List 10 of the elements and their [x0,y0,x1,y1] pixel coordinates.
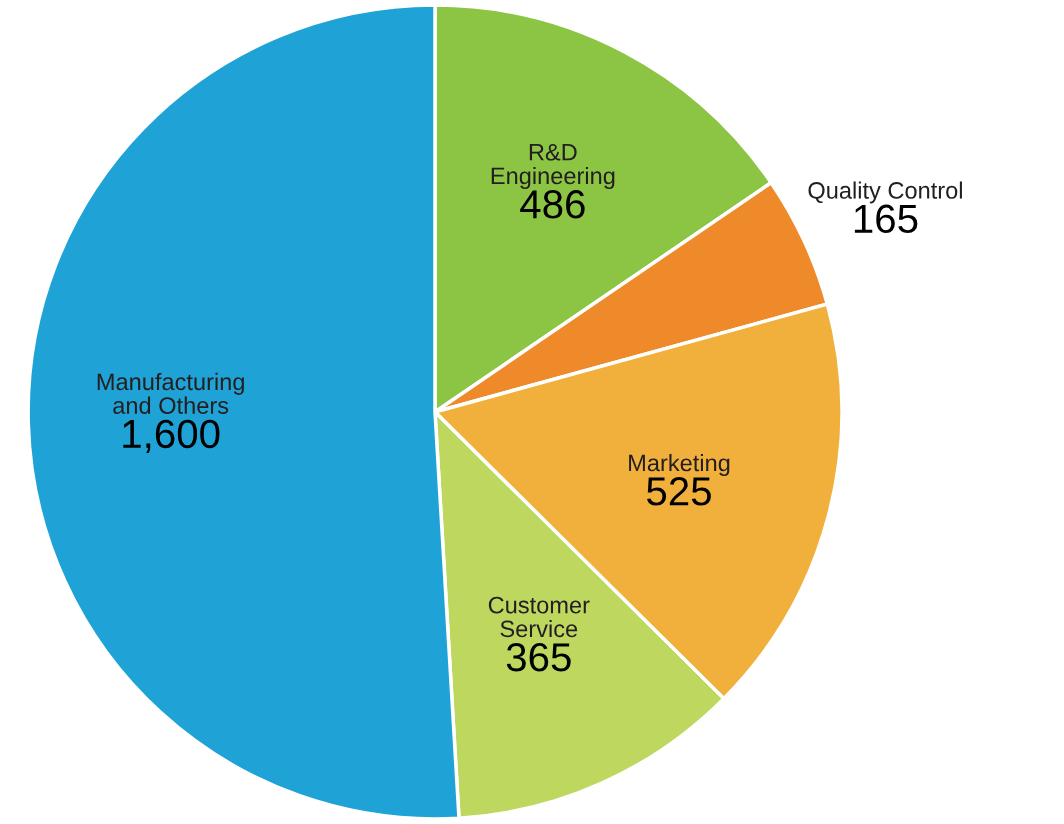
slice-label: Marketing [629,454,730,477]
data-label: 165 [854,204,918,234]
data-label: 486 [520,190,585,219]
slice-label: Manufacturing and Others [97,372,244,414]
data-label: 525 [647,477,711,506]
slice-label: R&D Engineering [491,144,615,189]
slice-label: Customer Service [488,596,590,638]
data-label: 365 [506,642,571,672]
data-label: 1,600 [123,419,220,453]
slice-label: Quality Control [808,181,962,204]
